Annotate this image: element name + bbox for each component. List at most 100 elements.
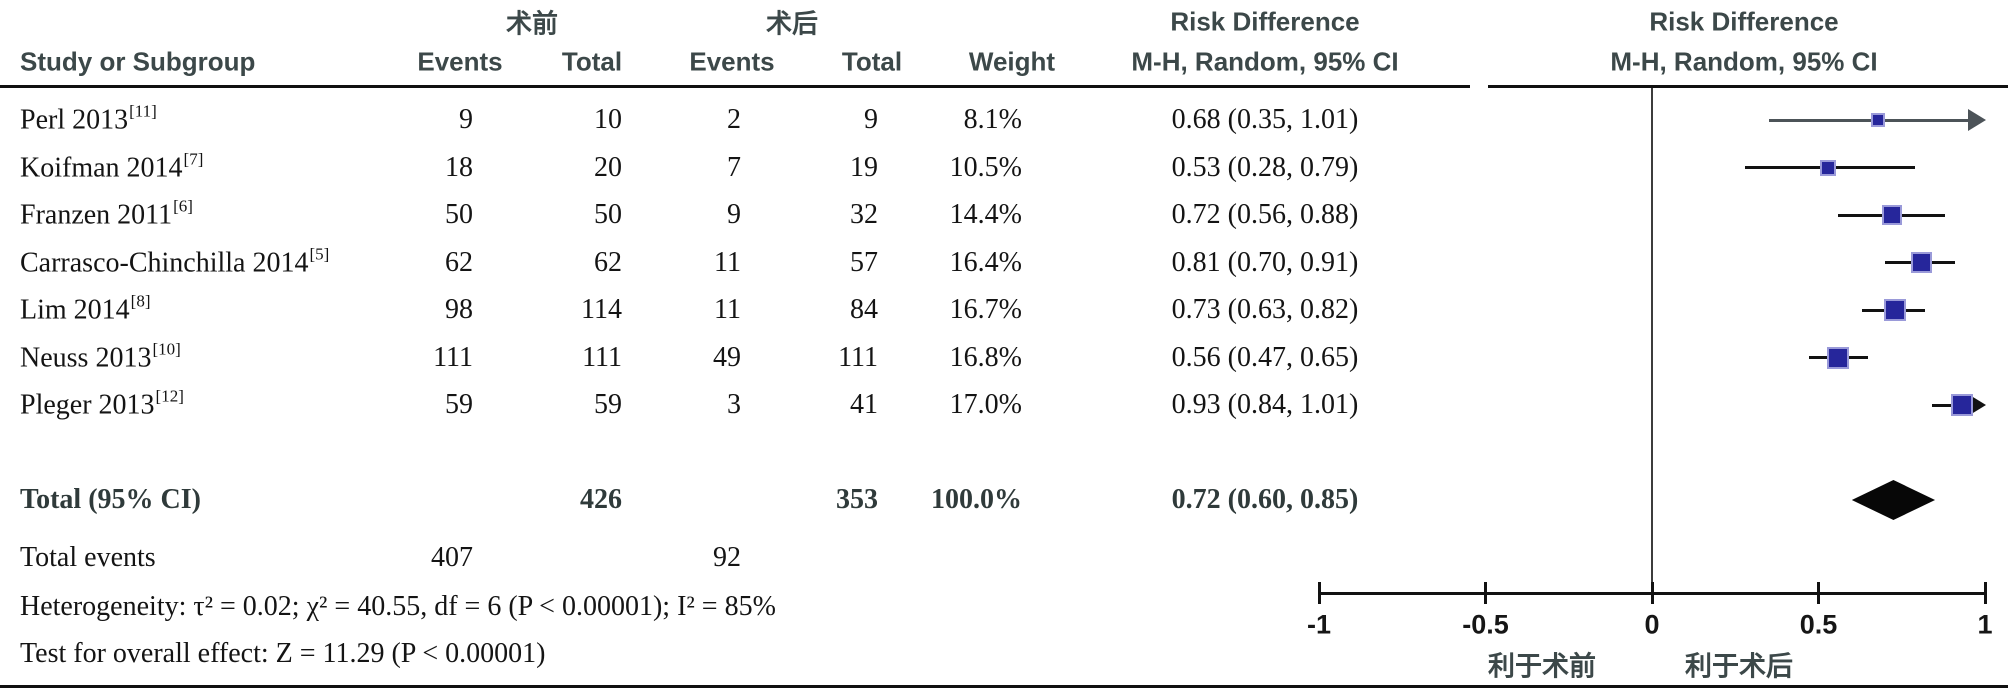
header-rule-table	[0, 85, 1470, 88]
overall-effect-text: Test for overall effect: Z = 11.29 (P < …	[20, 638, 546, 669]
events-pre-header: Events	[417, 46, 503, 77]
cell-rd-text: 0.56 (0.47, 0.65)	[1171, 341, 1359, 373]
total-post-total: 353	[836, 484, 878, 515]
cell-total-pre: 111	[582, 341, 622, 373]
axis-tick	[1317, 582, 1321, 604]
cell-total-pre: 10	[594, 104, 622, 135]
cell-rd-text: 0.81 (0.70, 0.91)	[1171, 246, 1359, 278]
cell-weight: 14.4%	[949, 199, 1022, 230]
axis-tick-label: -1	[1306, 609, 1332, 640]
study-label: Franzen 2011[6]	[20, 196, 193, 231]
weight-header: Weight	[968, 46, 1056, 77]
bottom-rule	[0, 685, 2008, 688]
study-name: Pleger 2013	[20, 389, 155, 421]
total-label: Total (95% CI)	[20, 484, 201, 515]
rd-method-header: M-H, Random, 95% CI	[1131, 46, 1399, 77]
total-rd-text: 0.72 (0.60, 0.85)	[1171, 484, 1359, 515]
cell-total-post: 9	[864, 104, 878, 135]
study-name: Franzen 2011	[20, 199, 173, 231]
study-ref: [8]	[130, 291, 151, 311]
study-ref: [7]	[183, 148, 204, 168]
cell-total-post: 111	[838, 341, 878, 373]
study-label: Pleger 2013[12]	[20, 386, 184, 421]
cell-weight: 16.4%	[949, 246, 1022, 278]
study-name: Carrasco-Chinchilla 2014	[20, 247, 309, 279]
heterogeneity-text: Heterogeneity: τ² = 0.02; χ² = 40.55, df…	[20, 591, 776, 622]
study-name: Koifman 2014	[20, 152, 183, 184]
ci-arrow-right-icon	[1968, 109, 1986, 131]
total-events-pre: 407	[431, 542, 473, 573]
cell-events-pre: 59	[445, 389, 473, 420]
study-ref: [5]	[309, 243, 330, 263]
cell-events-post: 7	[727, 151, 741, 183]
study-label: Neuss 2013[10]	[20, 338, 181, 374]
study-label: Lim 2014[8]	[20, 291, 151, 326]
cell-weight: 8.1%	[963, 104, 1022, 135]
axis-tick	[1817, 582, 1820, 604]
cell-total-post: 32	[850, 199, 878, 230]
axis-tick-label: 1	[1977, 609, 1993, 640]
cell-events-post: 9	[727, 199, 741, 230]
cell-rd-text: 0.72 (0.56, 0.88)	[1171, 199, 1359, 230]
rd-plot-method-header: M-H, Random, 95% CI	[1610, 46, 1878, 77]
effect-marker	[1871, 113, 1886, 127]
summary-diamond	[1851, 480, 1936, 520]
axis-tick	[1983, 582, 1987, 604]
cell-rd-text: 0.73 (0.63, 0.82)	[1171, 294, 1359, 325]
cell-events-post: 49	[713, 341, 741, 373]
cell-events-post: 2	[727, 104, 741, 135]
study-label: Perl 2013[11]	[20, 101, 157, 136]
total-weight: 100.0%	[931, 484, 1022, 515]
rd-column-title: Risk Difference	[1170, 6, 1360, 37]
cell-events-post: 11	[714, 246, 741, 278]
cell-total-pre: 114	[581, 294, 622, 325]
axis-tick-label: 0	[1644, 609, 1660, 640]
cell-total-pre: 20	[594, 151, 622, 183]
effect-marker	[1820, 159, 1837, 176]
axis-tick	[1650, 582, 1654, 604]
favors-left-label: 利于术前	[1488, 651, 1596, 682]
study-ref: [10]	[152, 338, 181, 358]
header-rule-plot	[1488, 85, 2008, 88]
axis-tick-label: -0.5	[1462, 609, 1509, 640]
study-name: Neuss 2013	[20, 342, 152, 374]
group-header-post: 术后	[765, 8, 819, 39]
cell-rd-text: 0.68 (0.35, 1.01)	[1171, 104, 1359, 135]
cell-events-pre: 18	[445, 151, 473, 183]
cell-total-post: 57	[850, 246, 878, 278]
axis-tick-label: 0.5	[1799, 609, 1838, 640]
cell-events-pre: 50	[445, 199, 473, 230]
cell-total-pre: 50	[594, 199, 622, 230]
effect-marker	[1911, 252, 1933, 273]
cell-total-pre: 62	[594, 246, 622, 278]
ci-line	[1931, 403, 1968, 407]
total-events-label: Total events	[20, 542, 156, 573]
cell-rd-text: 0.53 (0.28, 0.79)	[1171, 151, 1359, 183]
cell-weight: 16.7%	[949, 294, 1022, 325]
study-label: Carrasco-Chinchilla 2014[5]	[20, 243, 330, 279]
study-ref: [6]	[173, 196, 193, 216]
effect-marker	[1884, 299, 1907, 321]
total-pre-header: Total	[561, 46, 623, 77]
cell-events-post: 3	[727, 389, 741, 420]
cell-rd-text: 0.93 (0.84, 1.01)	[1171, 389, 1359, 420]
study-column-header: Study or Subgroup	[20, 46, 256, 77]
cell-events-post: 11	[714, 294, 741, 325]
effect-marker	[1950, 394, 1973, 416]
ci-line	[1768, 118, 1968, 122]
events-post-header: Events	[689, 46, 775, 77]
total-post-header: Total	[841, 46, 903, 77]
study-label: Koifman 2014[7]	[20, 148, 204, 184]
cell-total-post: 19	[850, 151, 878, 183]
axis-tick	[1484, 582, 1487, 604]
rd-plot-title: Risk Difference	[1649, 6, 1839, 37]
effect-marker	[1881, 205, 1902, 225]
group-header-pre: 术前	[505, 8, 559, 39]
study-ref: [12]	[155, 386, 184, 406]
study-ref: [11]	[129, 101, 157, 121]
cell-total-pre: 59	[594, 389, 622, 420]
cell-weight: 16.8%	[949, 341, 1022, 373]
effect-marker	[1827, 346, 1850, 369]
cell-weight: 17.0%	[949, 389, 1022, 420]
